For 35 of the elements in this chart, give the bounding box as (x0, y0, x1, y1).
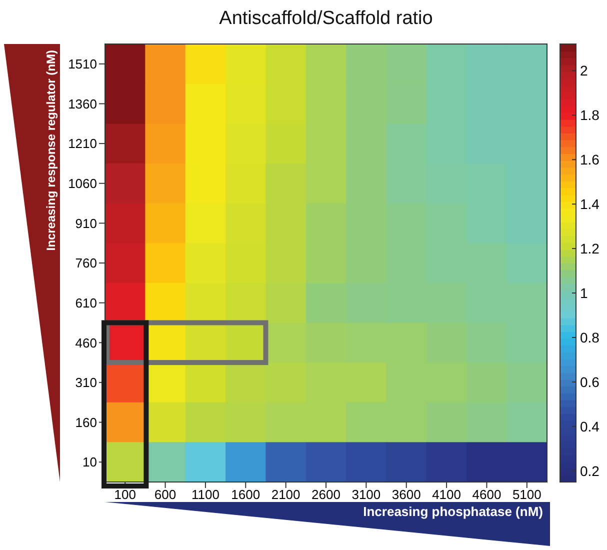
y-tick-label: 10 (82, 454, 97, 470)
x-tick-label: 3100 (352, 487, 381, 502)
y-tick-label: 760 (75, 256, 97, 271)
color-bar-label: 0.4 (580, 418, 600, 434)
color-bar-label: 1.6 (580, 152, 600, 168)
color-bar-label: 1.8 (580, 107, 600, 124)
color-bar-label: 1 (580, 285, 588, 302)
x-tick-label: 600 (154, 487, 176, 502)
x-tick-label: 2100 (271, 487, 300, 502)
color-bar-label: 0.6 (580, 374, 600, 390)
x-axis-title: Increasing phosphatase (nM) (363, 504, 543, 519)
x-tick-label: 2600 (312, 487, 340, 502)
color-bar-label: 1.2 (580, 240, 600, 257)
color-bar-label: 0.8 (580, 329, 600, 346)
y-tick-label: 1060 (68, 176, 97, 191)
x-tick-label: 1600 (231, 487, 260, 502)
y-axis-title: Increasing response regulator (nM) (44, 50, 58, 251)
y-tick-label: 610 (75, 295, 97, 310)
y-tick-label: 1210 (68, 136, 97, 152)
chart-title: Antiscaffold/Scaffold ratio (219, 8, 433, 29)
x-tick-label: 4600 (472, 487, 502, 502)
color-bar-label: 1.4 (580, 196, 600, 212)
x-tick-label: 100 (114, 487, 136, 502)
y-tick-label: 1510 (68, 56, 97, 72)
x-tick-label: 1100 (191, 487, 220, 502)
y-tick-label: 160 (75, 414, 97, 430)
color-bar-label: 0.2 (580, 462, 600, 479)
y-tick-label: 910 (75, 216, 97, 231)
x-tick-label: 5100 (512, 487, 542, 502)
x-tick-label: 4100 (432, 487, 462, 502)
y-tick-label: 460 (75, 335, 97, 350)
x-tick-label: 3600 (392, 487, 421, 502)
y-tick-label: 1360 (68, 96, 97, 112)
y-tick-label: 310 (75, 375, 97, 390)
color-bar-label: 2 (580, 62, 588, 79)
